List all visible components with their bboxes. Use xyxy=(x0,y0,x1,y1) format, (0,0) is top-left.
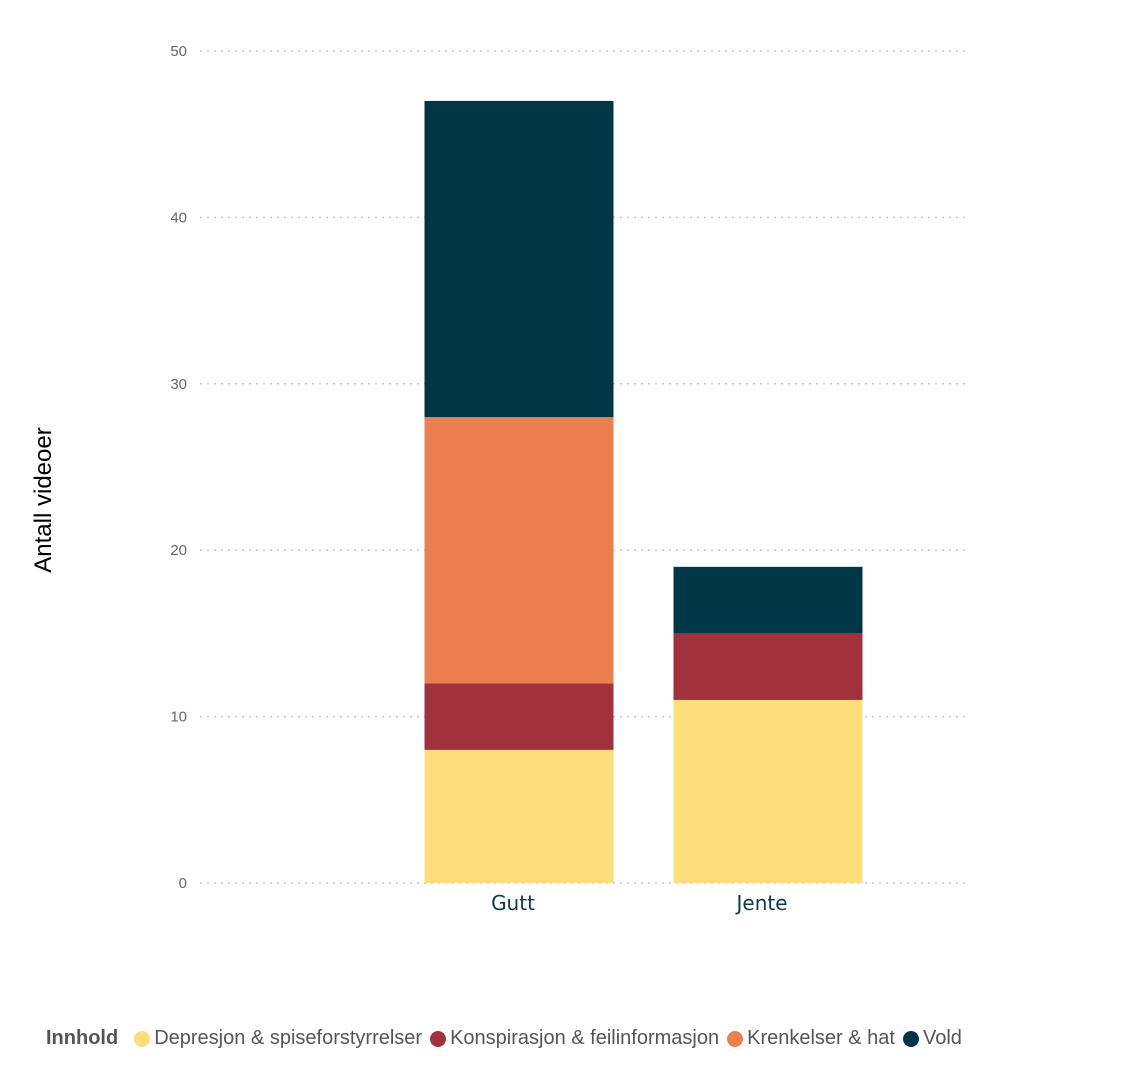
legend-item[interactable]: Vold xyxy=(902,1027,962,1050)
legend: Innhold Depresjon & spiseforstyrrelser Ko… xyxy=(46,1027,970,1050)
y-tick-label: 50 xyxy=(170,43,187,60)
legend-item[interactable]: Krenkelser & hat xyxy=(727,1027,895,1050)
x-tick-label: Jente xyxy=(734,891,787,915)
legend-label: Vold xyxy=(922,1027,962,1049)
legend-swatch xyxy=(902,1030,919,1047)
bar-segment[interactable] xyxy=(673,699,863,883)
stacked-bar-chart: 0 10 20 30 40 50 Gutt Jente xyxy=(170,43,965,915)
bar-segment[interactable] xyxy=(424,417,614,684)
legend-label: Konspirasjon & feilinformasjon xyxy=(450,1027,720,1049)
bar-segment[interactable] xyxy=(424,100,614,418)
bar-segment[interactable] xyxy=(424,749,614,883)
y-tick-label: 0 xyxy=(179,875,187,892)
y-tick-label: 40 xyxy=(170,209,187,226)
legend-title: Innhold xyxy=(46,1027,119,1049)
legend-swatch xyxy=(430,1030,447,1047)
bar-segment[interactable] xyxy=(673,566,863,634)
legend-swatch xyxy=(134,1030,151,1047)
y-tick-label: 20 xyxy=(170,542,187,559)
y-tick-label: 30 xyxy=(170,376,187,393)
y-tick-label: 10 xyxy=(170,709,187,726)
bar-segment[interactable] xyxy=(424,683,614,750)
y-axis-label: Antall videoer xyxy=(30,427,57,573)
legend-swatch xyxy=(727,1030,744,1047)
x-tick-label: Gutt xyxy=(491,891,535,915)
legend-item[interactable]: Depresjon & spiseforstyrrelser xyxy=(134,1027,422,1050)
bar-segment[interactable] xyxy=(673,633,863,700)
legend-item[interactable]: Konspirasjon & feilinformasjon xyxy=(430,1027,719,1050)
legend-label: Depresjon & spiseforstyrrelser xyxy=(154,1027,423,1049)
legend-label: Krenkelser & hat xyxy=(747,1027,895,1049)
